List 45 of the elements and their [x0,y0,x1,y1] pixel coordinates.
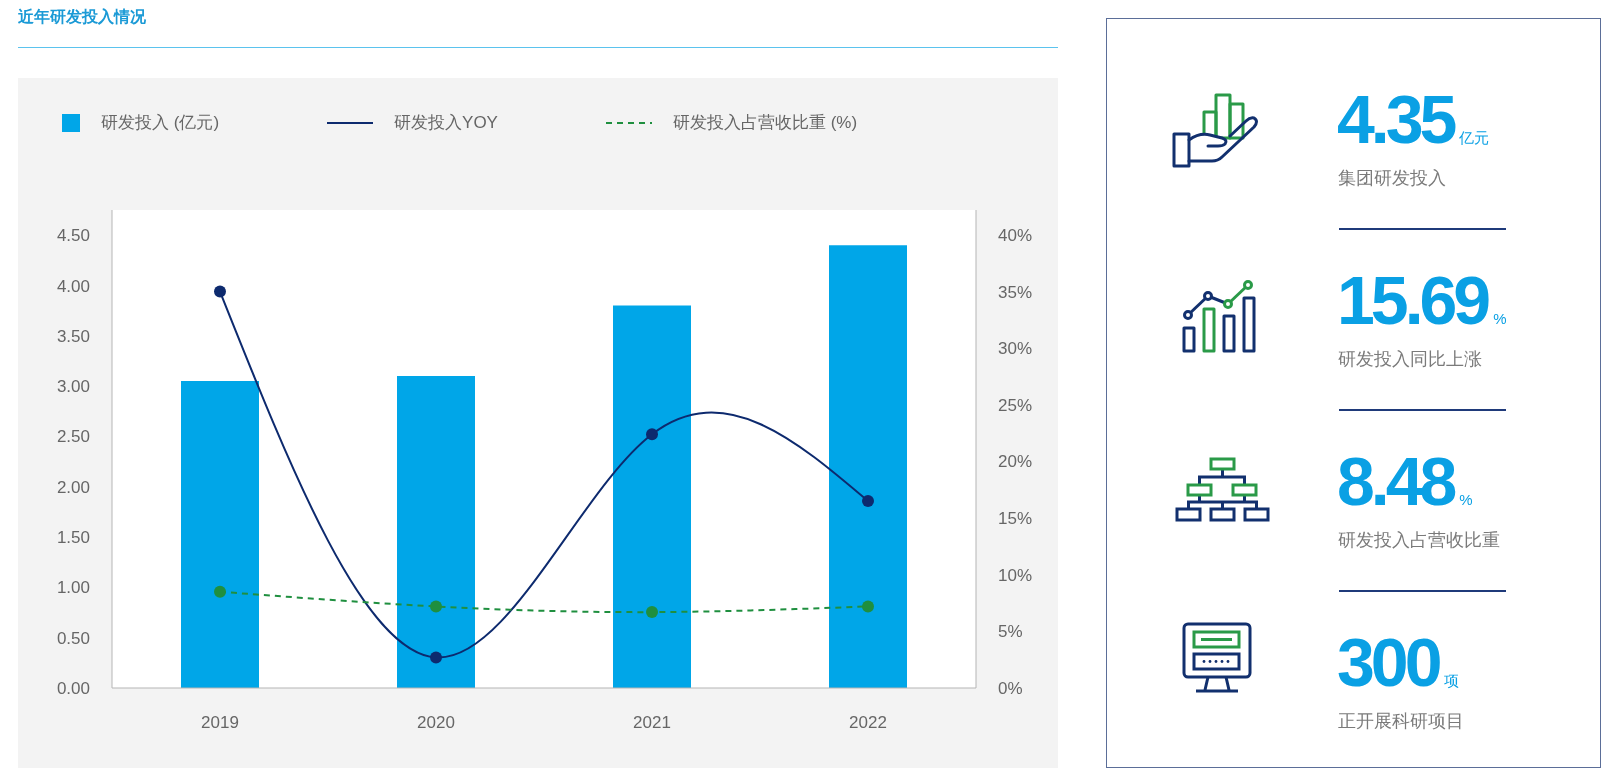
point [430,651,442,664]
y-tick-label: 1.00 [56,578,90,598]
category-label: 研发投入占营收比重 [1338,529,1500,551]
data-label: 8.48% [1337,443,1473,519]
y-tick-label: 3.00 [56,377,90,397]
y2-tick-label: 40% [998,225,1033,245]
category-label: 集团研发投入 [1338,167,1446,189]
x-tick-label: 2022 [849,713,887,733]
data-label: 15.69% [1337,262,1507,338]
point [214,585,226,598]
point [430,600,442,613]
category-label: 研发投入同比上涨 [1338,348,1482,370]
bar [829,245,907,688]
y-tick-label: 2.50 [56,427,90,447]
point [646,606,658,619]
y-tick-label: 3.50 [56,326,90,346]
legend-label: 研发投入占营收比重 (%) [672,112,858,134]
y2-tick-label: 25% [998,395,1033,415]
y-tick-label: 1.50 [56,528,90,548]
y2-tick-label: 10% [998,565,1033,585]
bar [397,376,475,688]
y-tick-label: 2.00 [56,477,90,497]
bar [613,305,691,688]
y-tick-label: 4.00 [56,276,90,296]
point [646,428,658,441]
y-tick-label: 4.50 [56,226,90,246]
legend-label: 研发投入YOY [394,112,498,134]
y2-tick-label: 0% [998,679,1023,699]
point [862,600,874,613]
x-tick-label: 2021 [633,713,671,733]
y2-tick-label: 5% [998,622,1023,642]
bar [181,381,259,688]
y2-tick-label: 30% [998,339,1033,359]
category-label: 正开展科研项目 [1338,710,1464,732]
y2-tick-label: 20% [998,452,1033,472]
y-tick-label: 0.00 [56,679,90,699]
y-tick-label: 0.50 [56,628,90,648]
y2-tick-label: 15% [998,509,1033,529]
x-tick-label: 2020 [417,713,455,733]
legend-label: 研发投入 (亿元) [101,112,220,134]
point [862,495,874,508]
x-tick-label: 2019 [201,713,239,733]
point [214,285,226,298]
y2-tick-label: 35% [998,282,1033,302]
chart-title: 近年研发投入情况 [18,7,146,27]
